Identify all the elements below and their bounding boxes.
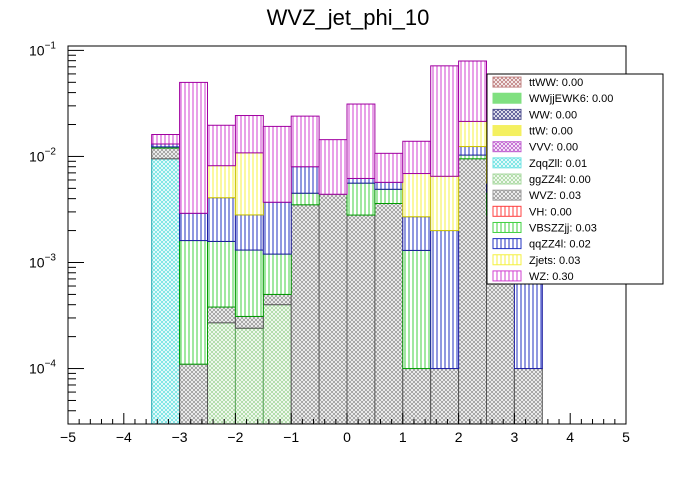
legend-swatch: [492, 76, 522, 88]
legend-swatch: [492, 189, 522, 201]
bar-wvz-bin-9: [402, 368, 432, 425]
bar-wvz-bin-5: [290, 204, 320, 425]
y-tick-label: 10−4: [29, 359, 56, 377]
legend-label: WZ: 0.30: [529, 271, 574, 283]
legend-label: ggZZ4l: 0.00: [529, 174, 591, 186]
chart-title: WVZ_jet_phi_10: [267, 5, 430, 30]
bar-vbszzjj-bin-7: [346, 182, 376, 216]
x-tick-label: −5: [60, 429, 76, 445]
y-tick-label: 10−2: [29, 146, 56, 164]
legend-swatch: [492, 157, 522, 169]
bar-wvz-bin-8: [374, 202, 404, 425]
bar-wvz-bin-7: [346, 214, 376, 425]
bar-wz-bin-10: [430, 65, 460, 177]
bar-ggzz4l-bin-4: [262, 304, 292, 425]
legend-label: WWjjEWK6: 0.00: [529, 93, 613, 105]
bar-zjets-bin-10: [430, 175, 460, 232]
legend-label: ttWW: 0.00: [529, 77, 583, 89]
bar-wz-bin-6: [318, 139, 348, 195]
bar-qqzz4l-bin-13: [513, 278, 543, 370]
x-tick-label: −3: [172, 429, 188, 445]
y-tick-label: 10−1: [29, 40, 56, 58]
bar-zjets-bin-3: [234, 152, 264, 216]
legend-label: WVZ: 0.03: [529, 190, 581, 202]
legend-swatch: [492, 205, 522, 217]
bar-vbszzjj-bin-1: [179, 240, 209, 365]
bar-vbszzjj-bin-3: [234, 249, 264, 317]
bar-vbszzjj-bin-2: [207, 240, 236, 308]
bar-wz-bin-4: [262, 125, 292, 203]
bar-qqzz4l-bin-11: [458, 146, 488, 156]
legend-label: qqZZ4l: 0.02: [529, 239, 591, 251]
bar-wz-bin-8: [374, 152, 404, 183]
bar-vbszzjj-bin-11: [458, 154, 488, 160]
bar-wz-bin-1: [179, 81, 209, 214]
bar-qqzz4l-bin-1: [179, 212, 209, 242]
bar-vbszzjj-bin-8: [374, 188, 404, 204]
x-tick-label: −1: [283, 429, 299, 445]
y-tick-label: 10−3: [29, 252, 56, 270]
bar-wz-bin-11: [458, 60, 488, 122]
x-tick-label: 5: [622, 429, 630, 445]
bar-zjets-bin-2: [207, 165, 236, 199]
bar-vbszzjj-bin-5: [290, 192, 320, 206]
legend-swatch: [492, 108, 522, 120]
x-tick-label: 0: [343, 429, 351, 445]
bar-qqzz4l-bin-4: [262, 201, 292, 255]
x-tick-label: 4: [566, 429, 574, 445]
legend-swatch: [492, 173, 522, 185]
legend-label: WW: 0.00: [529, 109, 577, 121]
bar-wvz-bin-10: [430, 368, 460, 425]
legend-swatch: [492, 270, 522, 282]
x-tick-label: 1: [399, 429, 407, 445]
x-tick-label: 3: [511, 429, 519, 445]
bar-qqzz4l-bin-2: [207, 197, 236, 242]
bar-wz-bin-7: [346, 103, 376, 179]
bar-ggzz4l-bin-3: [234, 327, 264, 425]
bar-wvz-bin-3: [234, 315, 264, 329]
bar-qqzz4l-bin-3: [234, 214, 264, 251]
legend-swatch: [492, 238, 522, 250]
legend-swatch: [492, 254, 522, 266]
legend-swatch: [492, 141, 522, 153]
legend-label: ZqqZll: 0.01: [529, 158, 587, 170]
bar-vbszzjj-bin-9: [402, 249, 432, 370]
bar-qqzz4l-bin-9: [402, 216, 432, 251]
x-tick-label: −4: [116, 429, 132, 445]
bar-wz-bin-2: [207, 124, 236, 167]
bar-qqzz4l-bin-5: [290, 166, 320, 194]
bar-wvz-bin-1: [179, 363, 209, 425]
bar-qqzz4l-bin-10: [430, 230, 460, 370]
bar-qqzz4l-bin-7: [346, 177, 376, 184]
legend-label: VH: 0.00: [529, 206, 572, 218]
bar-wz-bin-0: [151, 134, 181, 145]
bar-wvz-bin-2: [207, 306, 236, 324]
bar-wz-bin-9: [402, 140, 432, 175]
bar-vbszzjj-bin-4: [262, 253, 292, 295]
legend-swatch: [492, 125, 522, 137]
bar-zjets-bin-11: [458, 120, 488, 148]
bar-wz-bin-3: [234, 115, 264, 154]
x-tick-label: −2: [227, 429, 243, 445]
bar-wvz-bin-11: [458, 158, 488, 425]
bar-wvz-bin-4: [262, 293, 292, 306]
bar-wvz-bin-0: [151, 147, 181, 160]
legend-label: ttW: 0.00: [529, 126, 573, 138]
bar-wvz-bin-6: [318, 193, 348, 425]
bar-zjets-bin-9: [402, 173, 432, 218]
bar-qqzz4l-bin-8: [374, 181, 404, 190]
legend-swatch: [492, 221, 522, 233]
bar-zqqzll-bin-0: [151, 158, 181, 425]
legend-label: Zjets: 0.03: [529, 255, 580, 267]
bar-ggzz4l-bin-2: [207, 322, 236, 425]
legend-label: VBSZZjj: 0.03: [529, 222, 597, 234]
bar-wz-bin-5: [290, 115, 320, 168]
legend-swatch: [492, 92, 522, 104]
x-tick-label: 2: [455, 429, 463, 445]
bar-wvz-bin-13: [513, 368, 543, 425]
legend-label: VVV: 0.00: [529, 142, 578, 154]
